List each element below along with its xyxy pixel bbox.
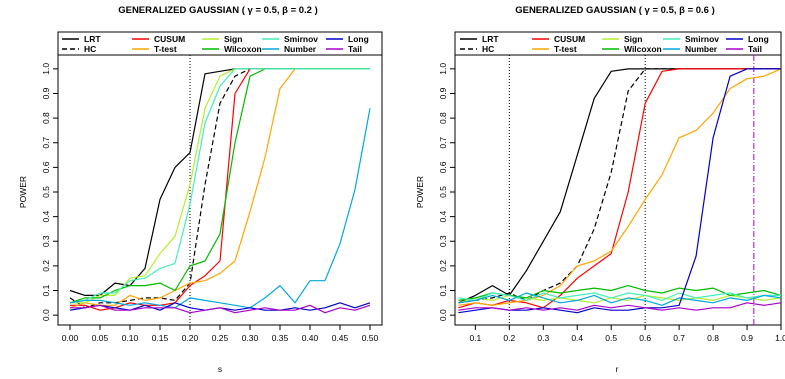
x-tick-label: 0.20 [182, 333, 199, 343]
x-tick-label: 0.1 [469, 333, 481, 343]
series-line-tail [458, 302, 782, 311]
y-tick-label: 0.6 [41, 161, 51, 173]
y-tick-label: 0.0 [41, 309, 51, 321]
series-line-cusum [458, 68, 781, 309]
y-axis-label: POWER [18, 176, 28, 208]
y-tick-label: 0.5 [41, 186, 51, 198]
x-tick-label: 0.8 [707, 333, 719, 343]
x-tick-label: 0.15 [152, 333, 169, 343]
y-tick-label: 0.4 [438, 210, 448, 222]
x-tick-label: 0.40 [302, 333, 319, 343]
legend-label: Tail [348, 44, 362, 54]
y-tick-label: 1.0 [438, 63, 448, 75]
y-tick-label: 0.1 [41, 284, 51, 296]
y-tick-label: 0.3 [41, 235, 51, 247]
y-tick-label: 0.7 [41, 137, 51, 149]
chart-panel-1: GENERALIZED GAUSSIAN ( γ = 0.5, β = 0.2 … [18, 5, 383, 374]
series-line-smirnov [458, 292, 781, 301]
legend-label: Wilcoxon [624, 44, 662, 54]
x-tick-label: 0.35 [272, 333, 289, 343]
chart-title: GENERALIZED GAUSSIAN ( γ = 0.5, β = 0.6 … [515, 5, 715, 16]
series-line-number [458, 292, 782, 306]
y-tick-label: 1.0 [41, 63, 51, 75]
legend-label: Number [685, 44, 718, 54]
legend-label: Smirnov [284, 34, 318, 44]
legend-label: Long [748, 34, 769, 44]
legend-label: CUSUM [554, 34, 585, 44]
legend-label: HC [84, 44, 96, 54]
legend-label: T-test [154, 44, 177, 54]
y-axis-label: POWER [415, 176, 425, 208]
legend-label: Long [348, 34, 369, 44]
chart-panel-2: GENERALIZED GAUSSIAN ( γ = 0.5, β = 0.6 … [415, 5, 785, 374]
series-line-lrt [458, 68, 781, 304]
legend-label: LRT [482, 34, 499, 44]
series-line-long [458, 68, 781, 314]
legend-label: CUSUM [154, 34, 185, 44]
legend-label: T-test [554, 44, 577, 54]
y-tick-label: 0.9 [438, 87, 448, 99]
x-axis-label: s [218, 364, 222, 374]
series-line-smirnov [69, 68, 370, 304]
x-tick-label: 0.00 [62, 333, 79, 343]
x-tick-label: 0.7 [673, 333, 685, 343]
legend-label: Tail [748, 44, 762, 54]
y-tick-label: 0.3 [438, 235, 448, 247]
x-tick-label: 0.25 [212, 333, 229, 343]
y-tick-label: 0.5 [438, 186, 448, 198]
y-tick-label: 0.1 [438, 284, 448, 296]
x-tick-label: 0.45 [332, 333, 349, 343]
x-tick-label: 0.6 [639, 333, 651, 343]
x-tick-label: 1.0 [775, 333, 785, 343]
x-tick-label: 0.10 [122, 333, 139, 343]
x-tick-label: 0.5 [605, 333, 617, 343]
legend-label: Sign [624, 34, 642, 44]
legend-label: Number [284, 44, 317, 54]
legend-label: Smirnov [685, 34, 719, 44]
y-tick-label: 0.6 [438, 161, 448, 173]
y-tick-label: 0.8 [41, 112, 51, 124]
x-tick-label: 0.30 [242, 333, 259, 343]
plot-frame [454, 31, 782, 326]
x-tick-label: 0.50 [362, 333, 379, 343]
x-tick-label: 0.05 [92, 333, 109, 343]
series-line-tail [70, 304, 371, 314]
legend-label: Wilcoxon [224, 44, 262, 54]
y-tick-label: 0.4 [41, 210, 51, 222]
x-axis-label: r [616, 364, 619, 374]
y-tick-label: 0.9 [41, 87, 51, 99]
x-tick-label: 0.4 [571, 333, 583, 343]
x-tick-label: 0.9 [741, 333, 753, 343]
y-tick-label: 0.2 [438, 260, 448, 272]
y-tick-label: 0.8 [438, 112, 448, 124]
x-tick-label: 0.3 [537, 333, 549, 343]
legend-label: LRT [84, 34, 101, 44]
series-line-hc [458, 68, 781, 304]
x-tick-label: 0.2 [503, 333, 515, 343]
y-tick-label: 0.2 [41, 260, 51, 272]
series-line-t-test [458, 68, 782, 306]
chart-title: GENERALIZED GAUSSIAN ( γ = 0.5, β = 0.2 … [118, 5, 318, 16]
legend-label: Sign [224, 34, 242, 44]
legend-label: HC [482, 44, 494, 54]
y-tick-label: 0.7 [438, 137, 448, 149]
series-line-hc [69, 68, 370, 309]
series-line-number [69, 108, 371, 309]
series-line-long [69, 302, 371, 311]
y-tick-label: 0.0 [438, 309, 448, 321]
